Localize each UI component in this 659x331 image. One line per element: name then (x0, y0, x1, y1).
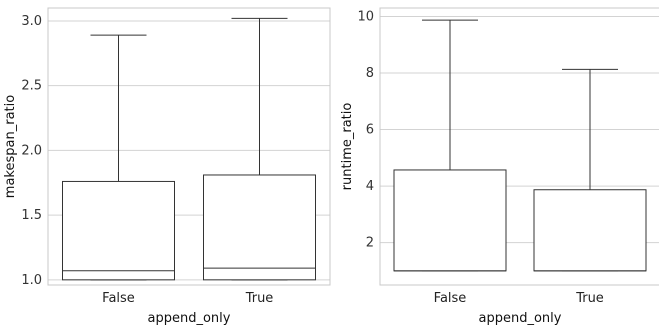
y-tick-label: 1.0 (21, 273, 42, 288)
box-true (203, 174, 316, 281)
makespan-ratio-chart: 1.0 1.5 2.0 2.5 3.0 False True append_only makes… (3, 7, 331, 326)
plot-frame (379, 7, 659, 286)
y-tick-label: 2.5 (21, 79, 42, 94)
x-tick-label: False (434, 291, 467, 306)
y-axis-label: runtime_ratio (340, 103, 355, 191)
runtime-ratio-chart: 2 4 6 8 10 False True append_only runtime_ratio (340, 7, 659, 326)
box-false (393, 169, 507, 272)
y-tick-label: 6 (366, 123, 374, 138)
plot-frame (47, 7, 331, 286)
y-tick-label: 8 (366, 66, 374, 81)
x-axis-label: append_only (148, 311, 231, 326)
y-tick-label: 4 (366, 179, 374, 194)
y-tick-label: 1.5 (21, 208, 42, 223)
box-true (533, 189, 647, 272)
y-axis-label: makespan_ratio (3, 95, 18, 198)
x-tick-label: False (102, 291, 135, 306)
box-false (62, 180, 175, 281)
x-tick-label: True (575, 291, 604, 306)
x-tick-label: True (245, 291, 274, 306)
y-tick-label: 3.0 (21, 14, 42, 29)
y-tick-label: 2 (366, 236, 374, 251)
y-tick-label: 2.0 (21, 143, 42, 158)
y-tick-label: 10 (357, 9, 374, 24)
x-axis-label: append_only (479, 311, 562, 326)
